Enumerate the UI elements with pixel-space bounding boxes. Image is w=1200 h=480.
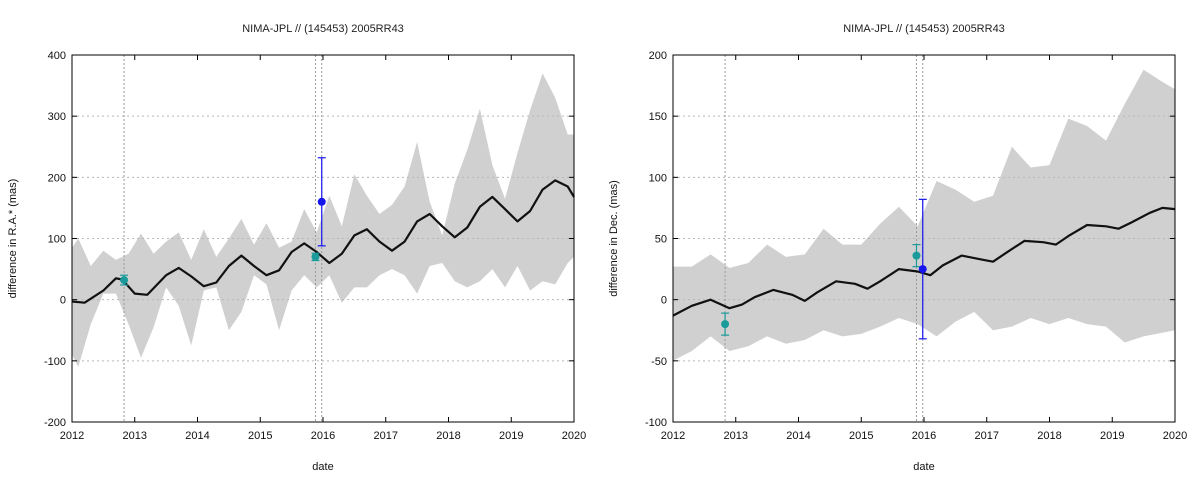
y-tick-label: -100 xyxy=(44,356,66,368)
observation-point xyxy=(311,252,320,261)
observation-point xyxy=(120,276,129,285)
y-tick-label: 100 xyxy=(48,234,66,246)
y-tick-label: -50 xyxy=(651,356,667,368)
chart-title: NIMA-JPL // (145453) 2005RR43 xyxy=(242,23,404,35)
x-tick-label: 2015 xyxy=(849,430,873,442)
x-tick-label: 2013 xyxy=(724,430,748,442)
observation-point xyxy=(918,265,927,274)
y-tick-label: 0 xyxy=(661,295,667,307)
chart-panel-2: -100 -50 0 50 100 150 200 2012 2013 2014 2015 2016 2… xyxy=(608,23,1187,473)
y-tick-label: 150 xyxy=(649,111,667,123)
y-axis-label: difference in Dec. (mas) xyxy=(608,180,620,297)
x-tick-label: 2019 xyxy=(499,430,523,442)
y-tick-label: -200 xyxy=(44,417,66,429)
y-tick-label: 200 xyxy=(48,172,66,184)
x-tick-label: 2017 xyxy=(374,430,398,442)
y-axis-label: difference in R.A.* (mas) xyxy=(7,179,19,299)
x-tick-label: 2020 xyxy=(562,430,586,442)
y-tick-label: 0 xyxy=(60,295,66,307)
observation-point xyxy=(317,197,326,206)
x-tick-label: 2019 xyxy=(1100,430,1124,442)
observation-point xyxy=(721,320,730,329)
y-tick-label: 400 xyxy=(48,50,66,62)
y-tick-label: 50 xyxy=(655,234,667,246)
x-tick-label: 2015 xyxy=(248,430,272,442)
x-axis-label: date xyxy=(913,461,934,473)
x-tick-label: 2014 xyxy=(185,430,209,442)
x-tick-label: 2018 xyxy=(1037,430,1061,442)
uncertainty-band xyxy=(72,73,574,367)
chart-title: NIMA-JPL // (145453) 2005RR43 xyxy=(843,23,1005,35)
y-tick-label: 300 xyxy=(48,111,66,123)
y-tick-label: 200 xyxy=(649,50,667,62)
x-tick-label: 2016 xyxy=(311,430,335,442)
x-axis-label: date xyxy=(312,461,333,473)
x-tick-label: 2012 xyxy=(661,430,685,442)
uncertainty-band xyxy=(673,69,1175,361)
x-tick-label: 2020 xyxy=(1163,430,1187,442)
x-tick-label: 2014 xyxy=(786,430,810,442)
x-tick-label: 2018 xyxy=(436,430,460,442)
chart-panel-1: -200 -100 0 100 200 300 400 2012 2013 2014 2015 201… xyxy=(7,23,586,473)
model-line xyxy=(672,206,1176,317)
x-tick-label: 2016 xyxy=(912,430,936,442)
y-tick-label: -100 xyxy=(645,417,667,429)
x-tick-label: 2012 xyxy=(60,430,84,442)
x-tick-label: 2017 xyxy=(975,430,999,442)
y-tick-label: 100 xyxy=(649,172,667,184)
observation-point xyxy=(912,251,921,260)
model-line xyxy=(71,179,575,304)
x-tick-label: 2013 xyxy=(123,430,147,442)
